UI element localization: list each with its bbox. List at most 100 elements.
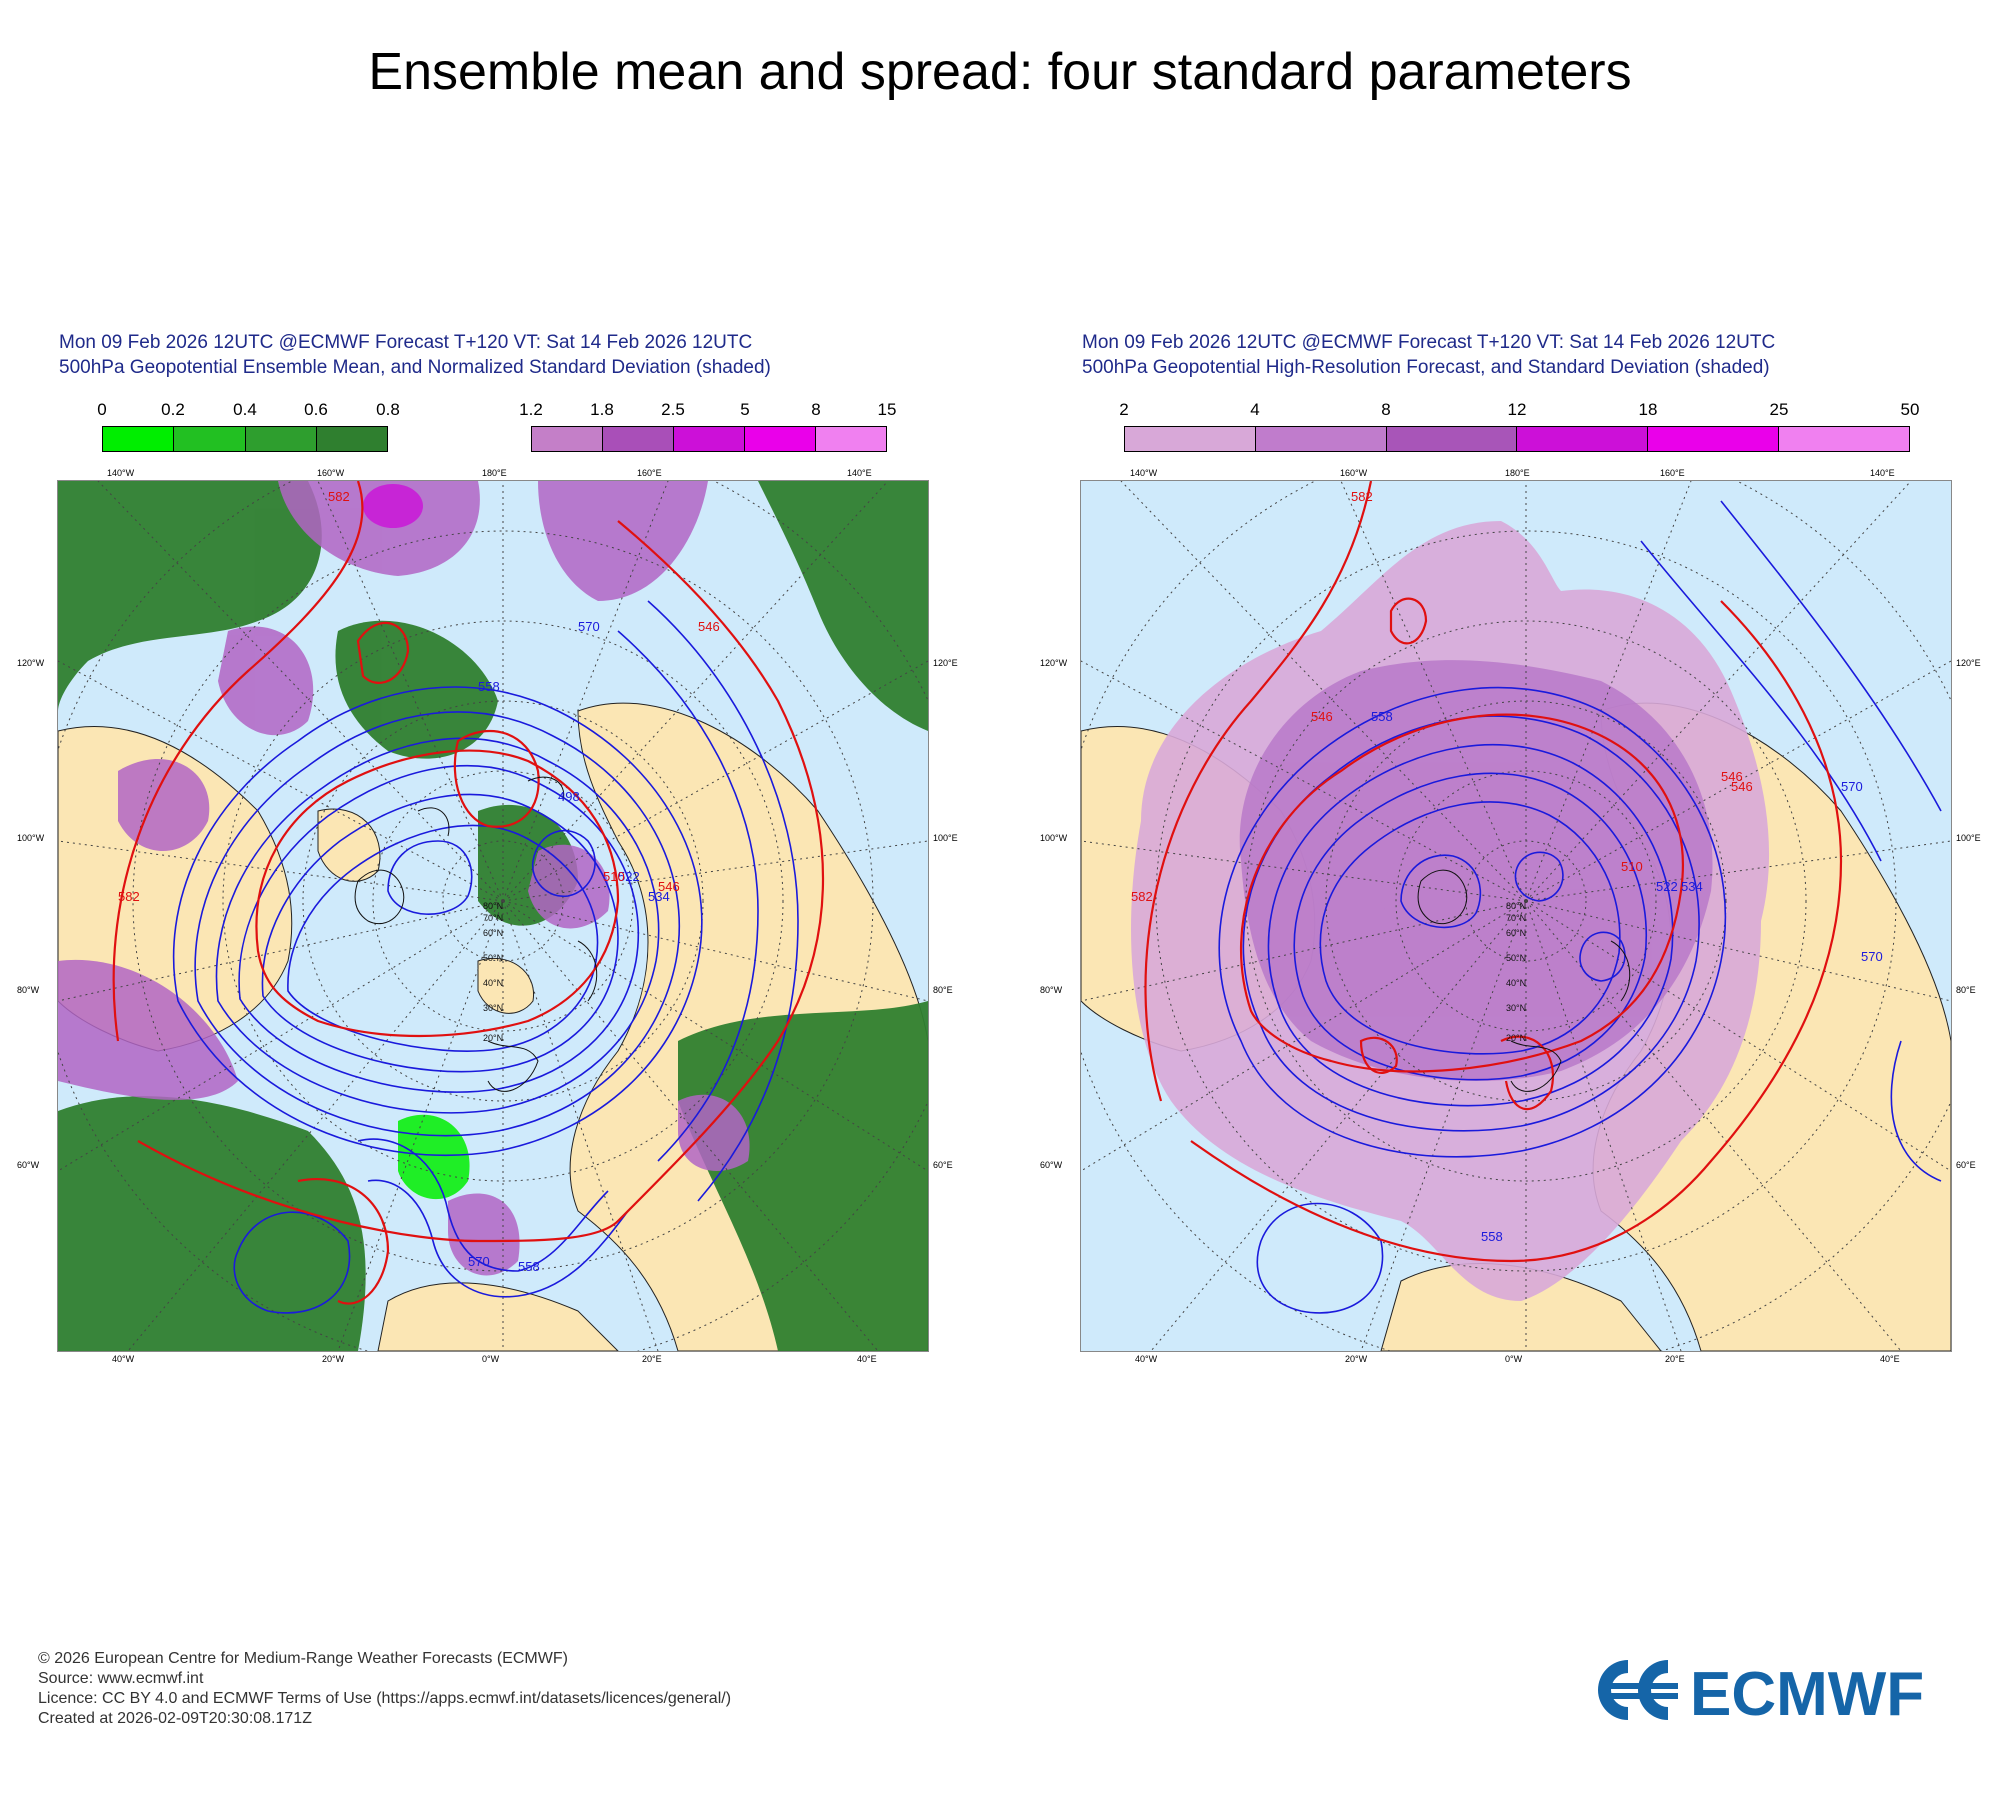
axis-label: 80°E <box>933 985 953 995</box>
axis-label: 60°W <box>1040 1160 1063 1170</box>
legend-swatch <box>316 427 387 451</box>
contours-blue <box>172 600 799 1314</box>
legend-tick: 4 <box>1250 400 1260 419</box>
lat-label: 30°N <box>1506 1003 1526 1013</box>
lat-label: 80°N <box>483 901 503 911</box>
contours-red <box>112 481 825 1305</box>
contour-label: 558 <box>1481 1229 1503 1244</box>
axis-label: 160°W <box>317 468 345 478</box>
axis-label: 80°W <box>17 985 40 995</box>
page-title: Ensemble mean and spread: four standard … <box>368 43 1632 101</box>
contour-label: 570 <box>468 1254 490 1269</box>
footer: © 2026 European Centre for Medium-Range … <box>38 1649 731 1729</box>
contour-label: 546 <box>658 879 680 894</box>
legend-tick: 1.2 <box>519 400 543 419</box>
axis-label: 20°E <box>642 1354 662 1364</box>
legend-tick: 0.4 <box>233 400 257 419</box>
lat-label: 40°N <box>483 978 503 988</box>
legend-tick: 0.2 <box>161 400 185 419</box>
axis-label: 0°W <box>482 1354 500 1364</box>
graticule <box>58 481 928 1351</box>
axis-label: 160°W <box>1340 468 1368 478</box>
legend-swatch <box>174 427 246 451</box>
legend-swatch <box>745 427 816 451</box>
legend-swatch <box>603 427 674 451</box>
axis-label: 40°E <box>1880 1354 1900 1364</box>
lat-label-group: 20°N 30°N 40°N 50°N 60°N 70°N 80°N <box>1506 901 1526 1043</box>
axis-label: 40°W <box>1135 1354 1158 1364</box>
lat-label: 60°N <box>483 928 503 938</box>
lat-label: 70°N <box>483 913 503 923</box>
footer-created: Created at 2026-02-09T20:30:08.171Z <box>38 1710 312 1727</box>
legend-tick: 50 <box>1900 400 1920 419</box>
legend-tick: 0 <box>97 400 107 419</box>
contour-label: 546 <box>1311 709 1333 724</box>
legend-ticks: 1.2 1.8 2.5 5 8 15 <box>519 400 896 424</box>
axis-label: 40°E <box>857 1354 877 1364</box>
axis-label: 20°W <box>1345 1354 1368 1364</box>
lat-label: 20°N <box>1506 1033 1526 1043</box>
contour-label: 582 <box>328 489 350 504</box>
legend-normalized-low: 0 0.2 0.4 0.6 0.8 <box>97 400 400 460</box>
legend-swatch <box>245 427 317 451</box>
logo-svg: ECMWF <box>1598 1660 1924 1729</box>
contour-label: 582 <box>1131 889 1153 904</box>
axis-label: 60°W <box>17 1160 40 1170</box>
contour-label: 534 <box>648 889 670 904</box>
axis-label: 120°E <box>933 658 958 668</box>
footer-licence: Licence: CC BY 4.0 and ECMWF Terms of Us… <box>38 1690 732 1707</box>
contour-label: 498 <box>558 789 580 804</box>
axis-label: 160°E <box>637 468 662 478</box>
axis-label: 140°W <box>1130 468 1158 478</box>
contour-label: 558 <box>478 679 500 694</box>
axis-bottom: 40°W 20°W 0°W 20°E 40°E <box>57 1354 927 1366</box>
contour-label: 570 <box>1861 949 1883 964</box>
legend-tick: 18 <box>1638 400 1658 419</box>
footer-copyright: © 2026 European Centre for Medium-Range … <box>38 1650 568 1667</box>
polar-map-hires: 582 570 558 546 534 522 510 546 570 558 … <box>1080 480 1952 1352</box>
footer-source: Source: www.ecmwf.int <box>38 1670 204 1687</box>
legend-tick: 12 <box>1507 400 1527 419</box>
panel-header: Mon 09 Feb 2026 12UTC @ECMWF Forecast T+… <box>1082 330 1775 380</box>
axis-label: 100°W <box>1040 833 1068 843</box>
contour-label-group: 582 570 558 546 534 522 510 546 570 558 … <box>1131 489 1883 1244</box>
polar-map-ensemble: 582 570 558 546 534 522 510 498 582 570 … <box>57 480 929 1352</box>
legend-swatch <box>1779 427 1909 451</box>
legend-tick: 0.8 <box>376 400 400 419</box>
axis-label: 160°E <box>1660 468 1685 478</box>
legend-swatch <box>816 427 886 451</box>
legend-swatch <box>1125 427 1256 451</box>
legend-colorbar <box>531 426 887 452</box>
axis-right: 120°E 100°E 80°E 60°E <box>1956 480 1992 1350</box>
axis-label: 80°E <box>1956 985 1976 995</box>
shading-magenta <box>363 484 423 528</box>
axis-label: 100°W <box>17 833 45 843</box>
axis-label: 40°W <box>112 1354 135 1364</box>
contour-label: 534 <box>1681 879 1703 894</box>
axis-label: 180°E <box>482 468 507 478</box>
shading-purple <box>58 481 750 1276</box>
graticule <box>1081 481 1951 1351</box>
panel-header-line1: Mon 09 Feb 2026 12UTC @ECMWF Forecast T+… <box>59 332 753 353</box>
panel-header-line2: 500hPa Geopotential Ensemble Mean, and N… <box>59 357 771 378</box>
lat-label: 40°N <box>1506 978 1526 988</box>
lat-label-group: 20°N 30°N 40°N 50°N 60°N 70°N 80°N <box>483 901 503 1043</box>
axis-label: 120°W <box>17 658 45 668</box>
legend-swatch <box>103 427 175 451</box>
panel-header: Mon 09 Feb 2026 12UTC @ECMWF Forecast T+… <box>59 330 771 380</box>
legend-stddev: 2 4 8 12 18 25 50 <box>1119 400 1919 460</box>
legend-swatch <box>1386 427 1518 451</box>
lat-label: 70°N <box>1506 913 1526 923</box>
axis-bottom: 40°W 20°W 0°W 20°E 40°E <box>1080 1354 1950 1366</box>
axis-label: 120°W <box>1040 658 1068 668</box>
panel-header-line1: Mon 09 Feb 2026 12UTC @ECMWF Forecast T+… <box>1082 332 1776 353</box>
legend-colorbar <box>1124 426 1910 452</box>
contour-label: 522 <box>1656 879 1678 894</box>
map-svg: 582 570 558 546 534 522 510 498 582 570 … <box>58 481 928 1351</box>
shading-mid-purple <box>1239 660 1713 1081</box>
panel-hires-forecast: Mon 09 Feb 2026 12UTC @ECMWF Forecast T+… <box>1040 330 1981 1390</box>
legend-tick: 15 <box>877 400 897 419</box>
axis-label: 100°E <box>933 833 958 843</box>
contour-label: 582 <box>1351 489 1373 504</box>
axis-top: 140°W 160°W 180°E 160°E 140°E <box>1080 468 1950 480</box>
